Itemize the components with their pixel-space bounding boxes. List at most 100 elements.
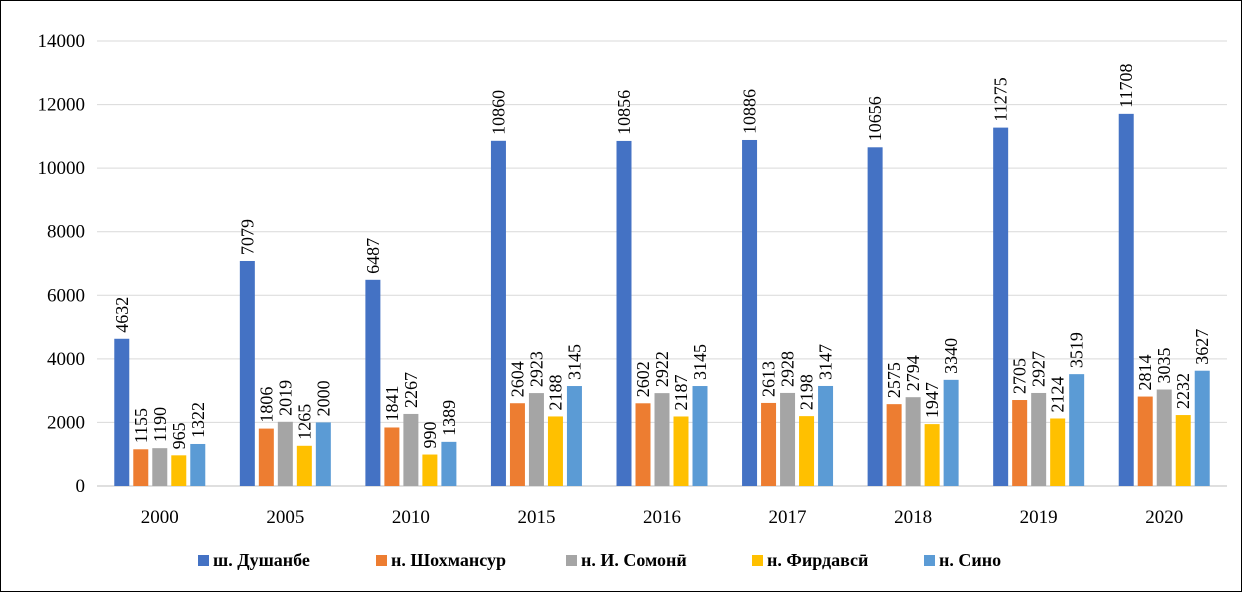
data-label: 965 [169,422,189,449]
bar [673,416,689,486]
legend: ш. Душанбе н. Шохмансур н. И. Сомонӣ н. Фир… [198,550,1001,570]
bar [1050,418,1066,486]
data-label: 3519 [1067,332,1087,368]
data-label: 2198 [797,374,817,410]
bar [1012,400,1028,486]
data-label: 2000 [313,380,333,416]
bar [886,404,902,486]
data-label: 2922 [652,351,672,387]
y-tick-label: 6000 [47,285,85,306]
x-tick-label: 2000 [141,507,179,528]
bar [403,413,419,486]
bar [692,386,708,486]
data-label: 2814 [1135,355,1155,391]
data-label: 2019 [275,380,295,416]
data-label: 3627 [1192,329,1212,365]
data-label: 3145 [690,344,710,380]
legend-label: н. Сино [939,550,1001,570]
y-axis-ticks: 0 2000 4000 6000 8000 10000 12000 14000 [38,31,86,497]
bar [365,279,381,486]
data-label: 1155 [131,408,151,443]
data-label: 2575 [884,362,904,398]
x-tick-label: 2005 [266,507,304,528]
bar [1194,370,1210,486]
y-tick-label: 0 [76,476,86,497]
bar [1031,392,1047,486]
bar [509,403,525,486]
data-label: 2267 [401,372,421,408]
bar [566,386,582,486]
data-label: 1806 [256,387,276,423]
x-tick-label: 2018 [894,507,932,528]
data-label: 2928 [778,351,798,387]
bar [654,393,670,486]
legend-swatch [198,555,209,566]
bar [277,421,293,486]
legend-swatch [376,555,387,566]
data-label: 3035 [1154,348,1174,384]
bar [635,403,651,486]
data-label: 2927 [1029,351,1049,387]
data-label: 3340 [941,338,961,374]
legend-swatch [566,555,577,566]
data-label: 1322 [188,402,208,438]
bar [799,416,815,486]
data-label: 1389 [439,400,459,436]
data-label: 10656 [865,96,885,141]
bar [441,441,457,486]
data-label: 2188 [545,374,565,410]
y-tick-label: 12000 [38,95,86,116]
x-tick-label: 2015 [517,507,555,528]
bar [133,449,149,486]
bar [528,393,544,486]
data-label: 10856 [614,90,634,135]
data-label: 2187 [671,374,691,410]
bar [993,127,1009,486]
legend-label: н. Фирдавсӣ [767,550,868,570]
bar [818,385,834,486]
data-label: 1841 [382,385,402,421]
bar [171,455,187,486]
data-label: 10860 [488,90,508,135]
data-label: 11275 [991,77,1011,121]
y-tick-label: 4000 [47,349,85,370]
data-label: 2124 [1048,376,1068,412]
data-label: 10886 [740,89,760,134]
data-label: 2923 [526,351,546,387]
bar [239,260,255,486]
bar [943,379,959,486]
bar [924,424,940,486]
y-tick-label: 8000 [47,222,85,243]
bar [867,147,883,486]
y-tick-label: 2000 [47,412,85,433]
legend-label: н. И. Сомонӣ [581,550,687,570]
data-label: 3147 [816,344,836,380]
bar [742,139,758,486]
data-label: 11708 [1116,64,1136,108]
data-label: 2602 [633,361,653,397]
bar [1069,374,1085,486]
data-label: 7079 [237,219,257,255]
bar [1137,396,1153,486]
bar [296,445,312,486]
data-label: 2794 [903,355,923,391]
legend-label: ш. Душанбе [213,550,310,570]
data-label: 6487 [363,238,383,274]
bar [1175,415,1191,486]
bar [384,427,400,486]
bar [1156,389,1172,486]
data-label: 1265 [294,404,314,440]
x-tick-label: 2017 [769,507,807,528]
data-label: 3145 [564,344,584,380]
data-label: 2232 [1173,373,1193,409]
bars [114,113,1210,487]
data-label: 2705 [1010,358,1030,394]
bar [780,392,796,486]
bar [490,140,506,487]
bar [547,416,563,486]
bar [1118,113,1134,487]
bar [152,448,168,486]
